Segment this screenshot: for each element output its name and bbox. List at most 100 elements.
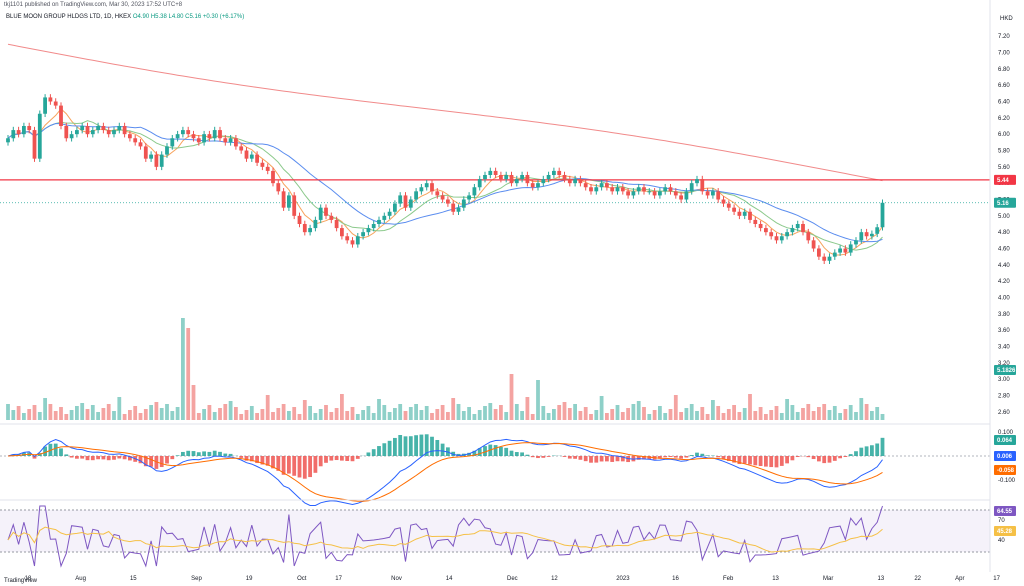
- macd-hist-bar: [779, 456, 784, 466]
- volume-bar: [149, 405, 153, 420]
- candle-body: [292, 195, 297, 216]
- macd-hist-bar: [265, 456, 270, 466]
- volume-bar: [483, 406, 487, 420]
- candle-body: [154, 154, 159, 167]
- macd-hist-bar: [191, 451, 196, 456]
- macd-hist-bar: [101, 456, 106, 460]
- volume-bar: [85, 409, 90, 420]
- candle-body: [435, 191, 440, 196]
- candle-body: [16, 130, 21, 135]
- y-tick-label: 4.00: [998, 296, 1010, 302]
- volume-bar: [355, 414, 360, 420]
- macd-hist-bar: [509, 450, 514, 456]
- macd-hist-bar: [11, 454, 16, 456]
- macd-hist-bar: [615, 456, 620, 462]
- macd-hist-bar: [546, 456, 551, 457]
- candle-body: [684, 191, 689, 200]
- candle-body: [514, 179, 519, 184]
- volume-bar: [509, 374, 514, 420]
- candle-body: [59, 105, 63, 126]
- macd-hist-bar: [854, 451, 858, 456]
- volume-bar: [832, 406, 837, 420]
- macd-hist-bar: [424, 434, 429, 456]
- candle-body: [589, 187, 593, 192]
- macd-hist-bar: [308, 456, 312, 478]
- volume-bar: [827, 410, 832, 420]
- candle-body: [605, 183, 609, 188]
- candle-body: [732, 207, 736, 212]
- macd-hist-bar: [742, 456, 747, 464]
- volume-bar: [302, 400, 307, 420]
- candle-body: [536, 183, 540, 188]
- macd-hist-bar: [642, 456, 646, 460]
- y-tick-label: 7.00: [998, 51, 1010, 57]
- volume-bar: [848, 405, 853, 420]
- macd-hist-bar: [387, 440, 392, 456]
- x-tick-label: 18: [25, 576, 32, 582]
- volume-bar: [218, 408, 222, 420]
- volume-bar: [546, 413, 551, 420]
- macd-hist-bar: [43, 446, 47, 456]
- volume-bar: [435, 409, 440, 420]
- volume-bar: [599, 396, 604, 420]
- rsi-line: [7, 505, 883, 568]
- x-tick-label: 19: [246, 576, 253, 582]
- candle-body: [181, 130, 185, 135]
- volume-bar: [615, 405, 620, 420]
- macd-hist-bar: [398, 435, 403, 456]
- candle-body: [175, 134, 180, 139]
- volume-bar: [689, 404, 694, 420]
- volume-bar: [430, 413, 434, 420]
- macd-hist-bar: [599, 456, 604, 462]
- rsi-value-tag: 64.55: [997, 509, 1013, 515]
- candle-body: [324, 207, 328, 216]
- candle-body: [779, 236, 784, 241]
- volume-bar: [578, 411, 583, 420]
- candle-body: [711, 191, 715, 196]
- macd-hist-bar: [377, 446, 381, 456]
- candle-body: [318, 207, 323, 220]
- volume-bar: [440, 405, 445, 420]
- rsi-ma-tag-bg: [994, 526, 1016, 536]
- macd-hist-tag-bg: [994, 435, 1016, 445]
- volume-bar: [880, 414, 885, 420]
- volume-bar: [801, 408, 805, 420]
- volume-bar: [626, 408, 630, 420]
- volume-bar: [96, 412, 100, 420]
- macd-hist-bar: [350, 456, 355, 462]
- candle-body: [520, 175, 524, 180]
- volume-bar: [377, 399, 381, 420]
- volume-bar: [175, 407, 180, 420]
- macd-hist-bar: [700, 453, 705, 456]
- macd-hist-bar: [239, 456, 244, 458]
- volume-bar: [557, 405, 562, 420]
- candle-body: [149, 154, 153, 159]
- volume-bar: [212, 412, 217, 420]
- candle-body: [329, 215, 334, 220]
- candle-body: [27, 126, 32, 131]
- candle-body: [493, 170, 498, 175]
- volume-bar: [424, 406, 429, 420]
- volume-bar: [244, 410, 249, 420]
- candle-body: [122, 126, 127, 135]
- macd-tick: 0.100: [998, 430, 1014, 436]
- macd-hist-bar: [117, 456, 122, 459]
- volume-bar: [133, 406, 138, 420]
- volume-bar: [806, 404, 811, 420]
- macd-hist-bar: [287, 456, 291, 474]
- candle-body: [838, 248, 842, 253]
- candle-body: [748, 211, 752, 220]
- candle-body: [764, 228, 768, 233]
- macd-hist-bar: [721, 456, 726, 460]
- candle-body: [774, 236, 779, 241]
- volume-bar: [59, 407, 63, 420]
- macd-hist-bar: [530, 456, 535, 458]
- candle-body: [758, 224, 763, 229]
- volume-bar: [340, 394, 344, 420]
- x-tick-label: 16: [672, 576, 679, 582]
- y-tick-label: 6.40: [998, 100, 1010, 106]
- axes: HKD 7.20 7.00 6.80 6.60 6.40 6.20 6.00 5.80 5.60 5…: [25, 0, 1013, 582]
- candle-body: [785, 232, 789, 237]
- candle-body: [451, 203, 456, 212]
